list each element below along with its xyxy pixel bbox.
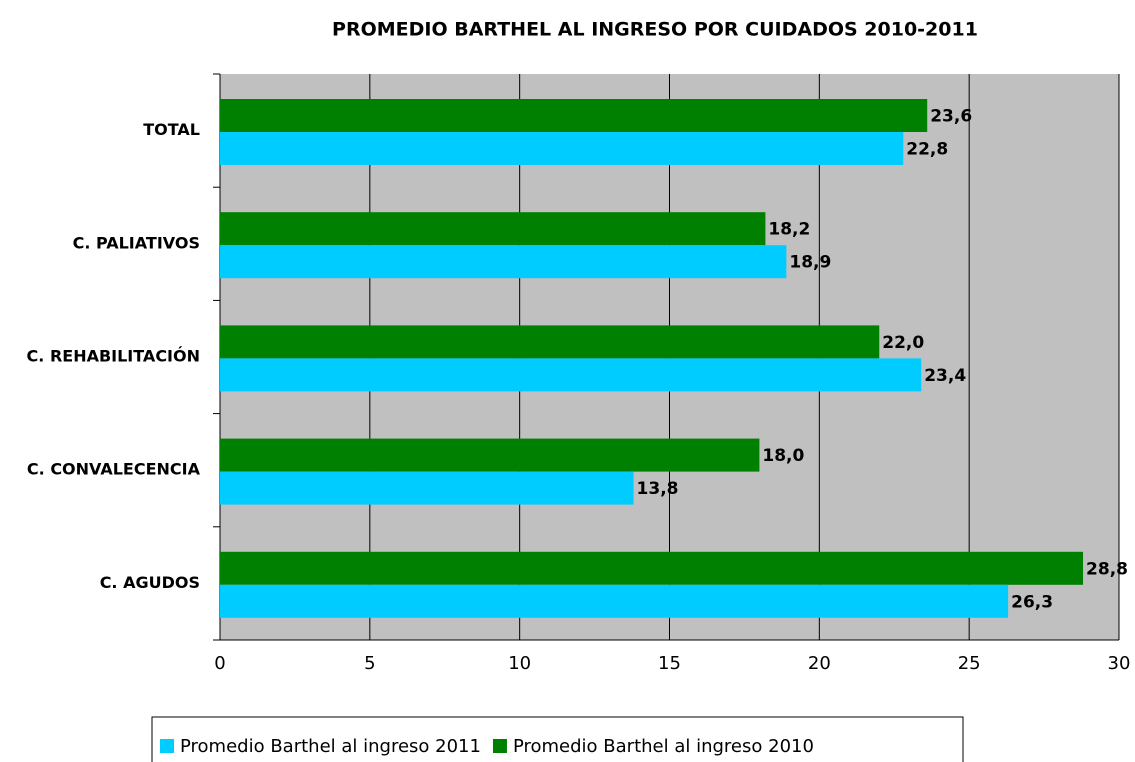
x-tick-label: 25	[958, 653, 981, 674]
bar	[220, 132, 904, 165]
bar	[220, 471, 634, 505]
value-label: 23,4	[924, 366, 966, 386]
legend-label: Promedio Barthel al ingreso 2011	[180, 736, 481, 757]
value-label: 18,2	[768, 220, 810, 240]
value-label: 18,0	[762, 446, 804, 466]
bar	[220, 325, 880, 359]
x-tick-label: 20	[808, 653, 831, 674]
value-label: 26,3	[1011, 592, 1053, 612]
chart-title: PROMEDIO BARTHEL AL INGRESO POR CUIDADOS…	[332, 19, 978, 41]
bar	[220, 358, 922, 392]
y-tick-label: C. PALIATIVOS	[73, 233, 200, 252]
value-label: 28,8	[1086, 559, 1128, 579]
bar	[220, 99, 928, 132]
x-tick-label: 30	[1108, 653, 1131, 674]
bar	[220, 584, 1009, 618]
x-tick-label: 5	[364, 653, 375, 674]
x-tick-label: 10	[508, 653, 531, 674]
legend-label: Promedio Barthel al ingreso 2010	[513, 736, 814, 757]
bar	[220, 551, 1084, 585]
y-tick-label: C. REHABILITACIÓN	[27, 347, 200, 366]
value-label: 22,8	[906, 140, 948, 160]
value-label: 18,9	[789, 253, 831, 273]
y-tick-label: C. AGUDOS	[100, 573, 200, 592]
y-tick-label: C. CONVALECENCIA	[27, 460, 201, 479]
legend-swatch	[492, 739, 507, 753]
bar	[220, 212, 766, 246]
bar	[220, 438, 760, 472]
value-label: 13,8	[637, 479, 679, 499]
value-label: 23,6	[930, 107, 972, 127]
bar	[220, 245, 787, 279]
legend-swatch	[160, 739, 174, 753]
value-label: 22,0	[882, 333, 924, 353]
y-tick-label: TOTAL	[143, 120, 200, 139]
x-tick-label: 0	[214, 653, 225, 674]
legend-box	[151, 716, 964, 762]
x-tick-label: 15	[658, 653, 681, 674]
